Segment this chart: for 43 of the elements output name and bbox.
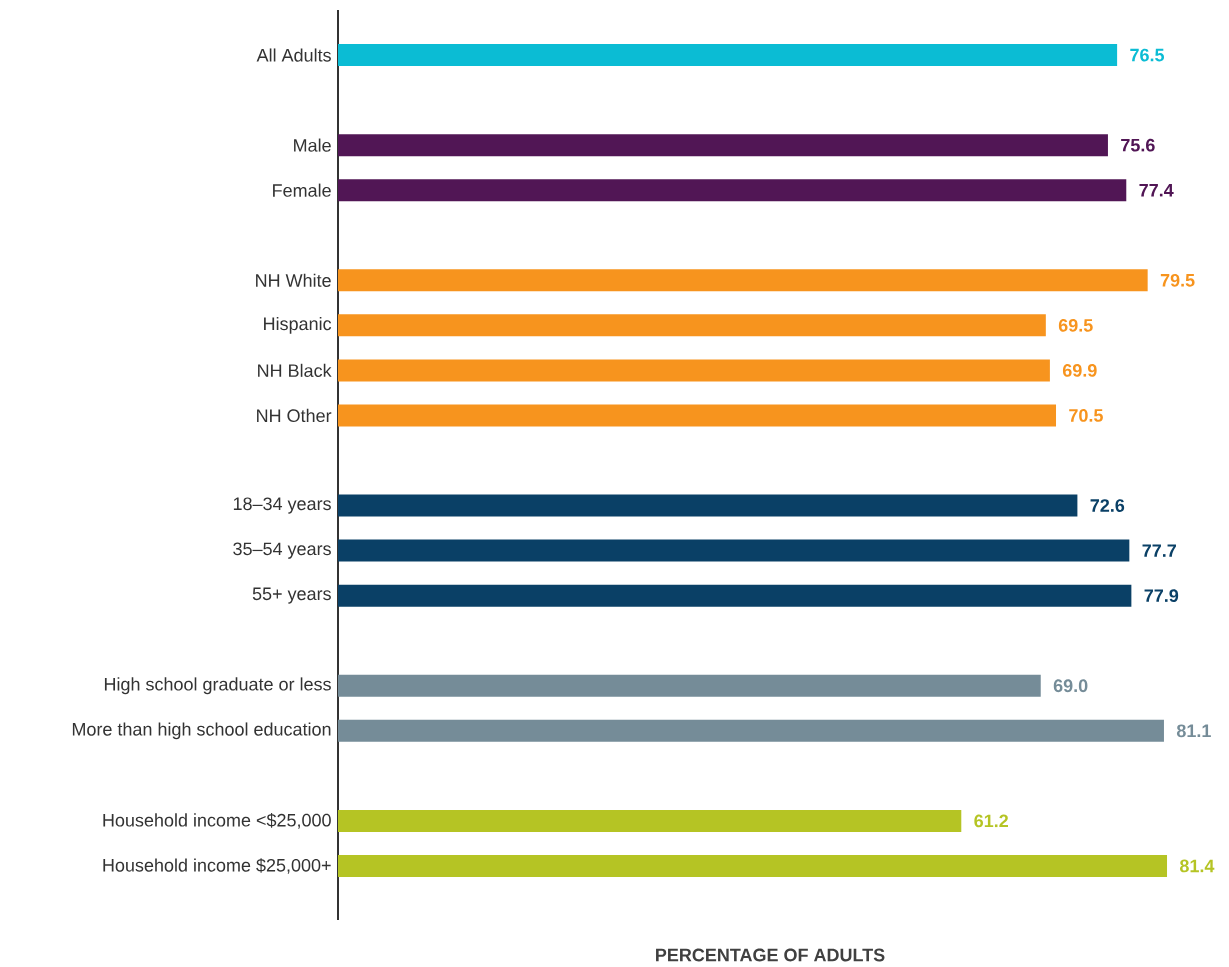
y-tick-label: NH Black [258, 363, 332, 377]
data-label: 69.0 [1053, 679, 1088, 692]
bar [338, 404, 1057, 427]
data-label: 69.5 [1058, 318, 1093, 332]
x-axis-title: PERCENTAGE OF ADULTS [656, 948, 885, 962]
data-label: 81.4 [1179, 859, 1215, 873]
y-tick-label: Female [273, 183, 331, 197]
bar [338, 494, 1078, 517]
y-tick-label: Male [294, 138, 331, 152]
bar [338, 719, 1164, 742]
y-tick-label: 18–34 years [233, 497, 331, 514]
y-tick-label: More than high school education [72, 722, 331, 739]
bar [338, 809, 962, 832]
data-label: 61.2 [974, 814, 1008, 828]
data-label: 75.6 [1121, 138, 1155, 152]
y-tick-label: Household income $25,000+ [103, 857, 331, 874]
bar [338, 539, 1130, 562]
bar [338, 359, 1050, 382]
data-label: 79.5 [1160, 273, 1195, 287]
y-tick-label: NH Other [257, 408, 332, 422]
data-label: 77.4 [1139, 183, 1174, 197]
data-label: 81.1 [1176, 724, 1211, 737]
bar [338, 584, 1132, 607]
y-tick-label: High school graduate or less [104, 677, 331, 694]
data-label: 76.5 [1130, 48, 1165, 62]
y-tick-label: 55+ years [252, 587, 331, 604]
y-tick-label: All Adults [256, 48, 331, 62]
data-label: 72.6 [1090, 498, 1125, 512]
bar [338, 674, 1041, 697]
bar [338, 854, 1168, 877]
bar [338, 314, 1046, 337]
y-tick-label: Hispanic [264, 316, 332, 334]
y-tick-label: Household income <$25,000 [103, 812, 331, 829]
data-label: 77.9 [1144, 589, 1179, 602]
data-label: 69.9 [1062, 363, 1097, 377]
bar [338, 133, 1108, 156]
y-tick-label: 35–54 years [233, 542, 331, 559]
bar [338, 269, 1148, 292]
data-label: 70.5 [1069, 408, 1103, 422]
data-label: 77.7 [1142, 544, 1176, 557]
y-tick-label: NH White [256, 273, 331, 287]
bar [338, 43, 1118, 66]
bar [338, 179, 1127, 202]
